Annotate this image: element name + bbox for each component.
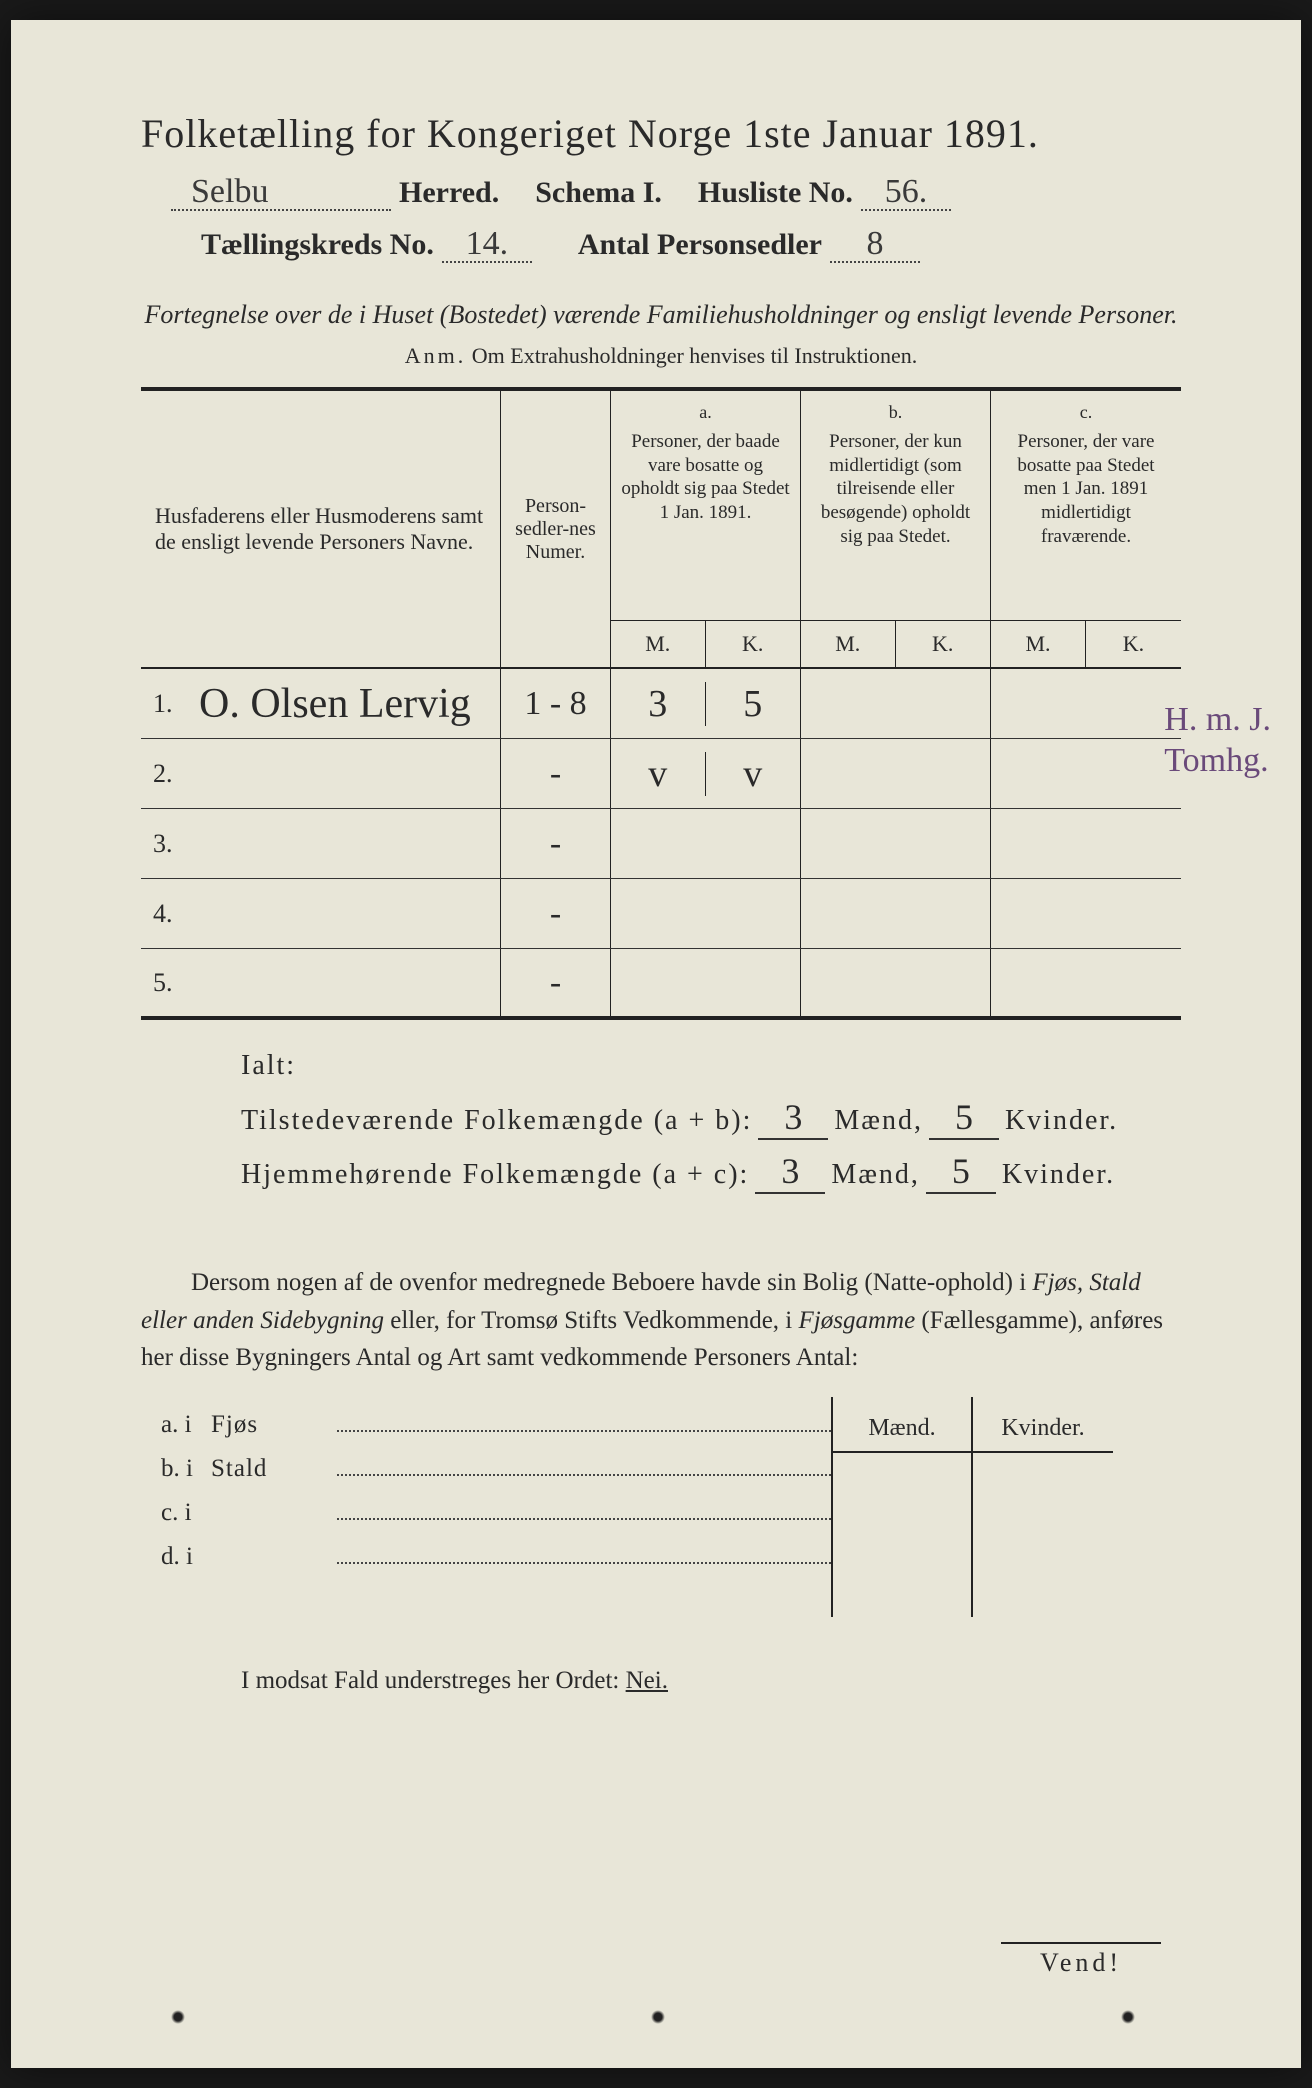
punch-hole-icon [651,2010,665,2024]
census-form-page: Folketælling for Kongeriget Norge 1ste J… [11,20,1301,2068]
table-row: 1.O. Olsen Lervig1 - 835 [141,669,1181,739]
personsedler-value: 8 [830,227,920,263]
household-table: Husfaderens eller Husmoderens samt de en… [141,387,1181,1020]
table-row: 3.- [141,809,1181,879]
herred-value: Selbu [171,175,391,211]
sidebuilding-paragraph: Dersom nogen af de ovenfor medregnede Be… [141,1264,1181,1377]
margin-annotation: H. m. J. Tomhg. [1164,700,1271,782]
kreds-label: Tællingskreds No. [201,228,434,262]
ialt1-k: 5 [929,1096,999,1140]
ialt2-k: 5 [926,1150,996,1194]
nei-line: I modsat Fald understreges her Ordet: Ne… [141,1667,1181,1695]
table-header: Husfaderens eller Husmoderens samt de en… [141,391,1181,669]
col-nummer: Person-sedler-nes Numer. [501,391,611,667]
punch-hole-icon [171,2010,185,2024]
col-c: c. Personer, der vare bosatte paa Stedet… [991,391,1181,667]
punch-hole-icon [1121,2010,1135,2024]
anm-label: Anm. [405,343,467,368]
ialt-line-2: Hjemmehørende Folkemængde (a + c): 3 Mæn… [241,1150,1181,1194]
sidebuilding-table: a. iFjøsb. iStaldc. id. i Mænd. Kvinder. [141,1397,1181,1617]
header-line-herred: Selbu Herred. Schema I. Husliste No. 56. [141,175,1181,211]
ialt2-m: 3 [755,1150,825,1194]
table-row: 4.- [141,879,1181,949]
ialt-line-1: Tilstedeværende Folkemængde (a + b): 3 M… [241,1096,1181,1140]
form-subtitle: Fortegnelse over de i Huset (Bostedet) v… [141,297,1181,333]
husliste-value: 56. [861,175,951,211]
anm-line: Anm. Om Extrahusholdninger henvises til … [141,343,1181,369]
table-row: 5.- [141,949,1181,1019]
col-names: Husfaderens eller Husmoderens samt de en… [141,391,501,667]
kreds-value: 14. [442,227,532,263]
sidebuilding-row: b. iStald [141,1455,831,1499]
vend-label: Vend! [1001,1942,1161,1978]
col-b: b. Personer, der kun midlertidigt (som t… [801,391,991,667]
sidebuilding-row: d. i [141,1543,831,1587]
herred-label: Herred. [399,176,499,210]
totals-block: Ialt: Tilstedeværende Folkemængde (a + b… [141,1050,1181,1194]
personsedler-label: Antal Personsedler [578,228,822,262]
anm-text: Om Extrahusholdninger henvises til Instr… [472,343,917,368]
col-a: a. Personer, der baade vare bosatte og o… [611,391,801,667]
sidebuilding-rows: a. iFjøsb. iStaldc. id. i [141,1397,831,1617]
mk-header: Mænd. Kvinder. [831,1397,1113,1617]
table-row: 2.-vv [141,739,1181,809]
ialt1-m: 3 [758,1096,828,1140]
sidebuilding-row: c. i [141,1499,831,1543]
page-title: Folketælling for Kongeriget Norge 1ste J… [141,110,1181,157]
header-line-kreds: Tællingskreds No. 14. Antal Personsedler… [141,227,1181,263]
ialt-title: Ialt: [241,1050,1181,1082]
husliste-label: Husliste No. [698,176,853,210]
sidebuilding-row: a. iFjøs [141,1411,831,1455]
schema-label: Schema I. [535,176,662,210]
